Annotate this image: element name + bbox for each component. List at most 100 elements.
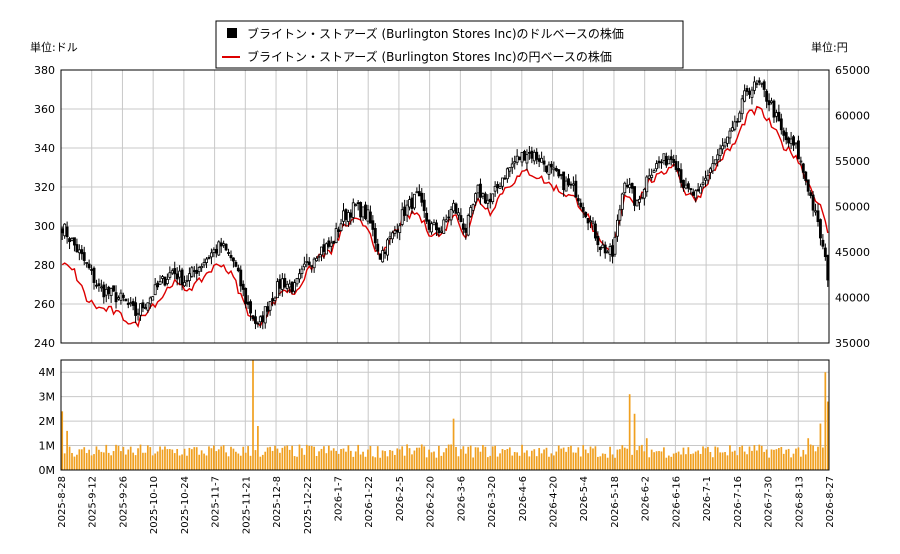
candle-body [635, 200, 639, 207]
candle-body [102, 284, 106, 298]
volume-bar [697, 450, 700, 470]
volume-bar [797, 447, 800, 470]
volume-bar [423, 446, 426, 470]
candle-body [224, 243, 228, 251]
candle-body [625, 184, 629, 188]
candle-body [322, 244, 326, 252]
candle-body [342, 210, 345, 222]
dollar-tick-label: 360 [34, 103, 55, 116]
date-tick-label: 2025-10-24 [180, 476, 191, 534]
candle-body [298, 273, 301, 280]
volume-bar [508, 447, 511, 470]
volume-bar [609, 446, 611, 470]
candle-body [68, 238, 71, 243]
volume-bar [592, 448, 594, 470]
volume-bar [310, 445, 313, 470]
volume-bar [142, 452, 144, 470]
candle-body [523, 150, 526, 161]
volume-bar [726, 455, 729, 470]
volume-bar [90, 455, 93, 470]
candle-body [547, 164, 551, 175]
volume-bar [227, 456, 230, 470]
volume-bar [418, 447, 421, 470]
candle-body [97, 283, 101, 286]
candle-body [503, 177, 507, 180]
volume-bar [626, 448, 629, 470]
candle-body [586, 217, 590, 224]
candle-body [726, 136, 729, 144]
candle-body [256, 322, 260, 325]
volume-bar [271, 450, 274, 470]
volume-bar [680, 454, 682, 470]
candle-body [180, 269, 184, 286]
candle-body [672, 159, 676, 163]
candle-body [606, 251, 610, 254]
volume-bar [88, 449, 90, 470]
candle-body [642, 188, 646, 199]
candle-body [772, 100, 776, 118]
volume-bar [469, 445, 472, 470]
volume-bar [594, 446, 597, 470]
dollar-axis-ticks: 380 360 340 320 300 280 260 240 [34, 64, 55, 350]
volume-bar [638, 446, 641, 470]
candle-body [232, 257, 235, 262]
candle-body [366, 209, 370, 222]
volume-bar [589, 446, 592, 470]
candle-body [640, 197, 644, 200]
volume-bar [396, 448, 399, 470]
volume-bar [574, 452, 577, 470]
candle-body [295, 278, 299, 285]
volume-bar [102, 452, 105, 470]
candle-body [549, 163, 553, 168]
candle-body [569, 183, 573, 186]
candle-body [520, 151, 524, 163]
candle-body [799, 160, 803, 163]
volume-bar [533, 449, 536, 470]
candle-body [131, 301, 135, 306]
volume-bar [733, 450, 736, 470]
volume-bar [340, 449, 342, 470]
candle-body [498, 186, 502, 189]
volume-bar [751, 450, 753, 470]
candle-body [540, 157, 544, 163]
candle-body [241, 283, 245, 290]
date-tick-label: 2026-6-2 [641, 476, 652, 521]
candle-body [454, 203, 458, 214]
candle-body [251, 315, 255, 320]
candle-body [476, 184, 480, 194]
volume-bar [327, 445, 330, 470]
volume-bar [689, 454, 692, 470]
candle-body [427, 219, 431, 230]
volume-bar [288, 449, 291, 470]
candle-body [571, 183, 575, 186]
volume-bar [790, 457, 792, 470]
volume-bar [641, 444, 643, 470]
volume-bar [462, 446, 465, 470]
candle-body [630, 182, 634, 189]
volume-bar [80, 449, 83, 470]
candle-body [209, 252, 213, 258]
yen-tick-label: 35000 [835, 337, 870, 350]
candle-body [669, 156, 673, 160]
candle-body [598, 246, 602, 250]
left-axis-unit: 単位:ドル [30, 40, 78, 54]
candle-body [278, 279, 282, 289]
candle-body [537, 158, 541, 162]
volume-bar [389, 450, 391, 470]
volume-bar [709, 452, 712, 470]
volume-bar [643, 451, 646, 470]
candle-body [728, 130, 732, 139]
volume-bar [457, 456, 460, 470]
volume-bar [416, 447, 418, 470]
candle-body [552, 167, 556, 171]
price-panel-border [60, 69, 830, 344]
volume-gridlines [60, 360, 830, 471]
volume-bar [523, 452, 526, 470]
volume-bar [535, 456, 538, 470]
candle-body [616, 219, 619, 237]
volume-bar [587, 453, 589, 470]
candle-body [655, 163, 658, 170]
volume-bar [283, 446, 286, 470]
volume-bar [335, 450, 338, 470]
candle-body [770, 100, 773, 103]
